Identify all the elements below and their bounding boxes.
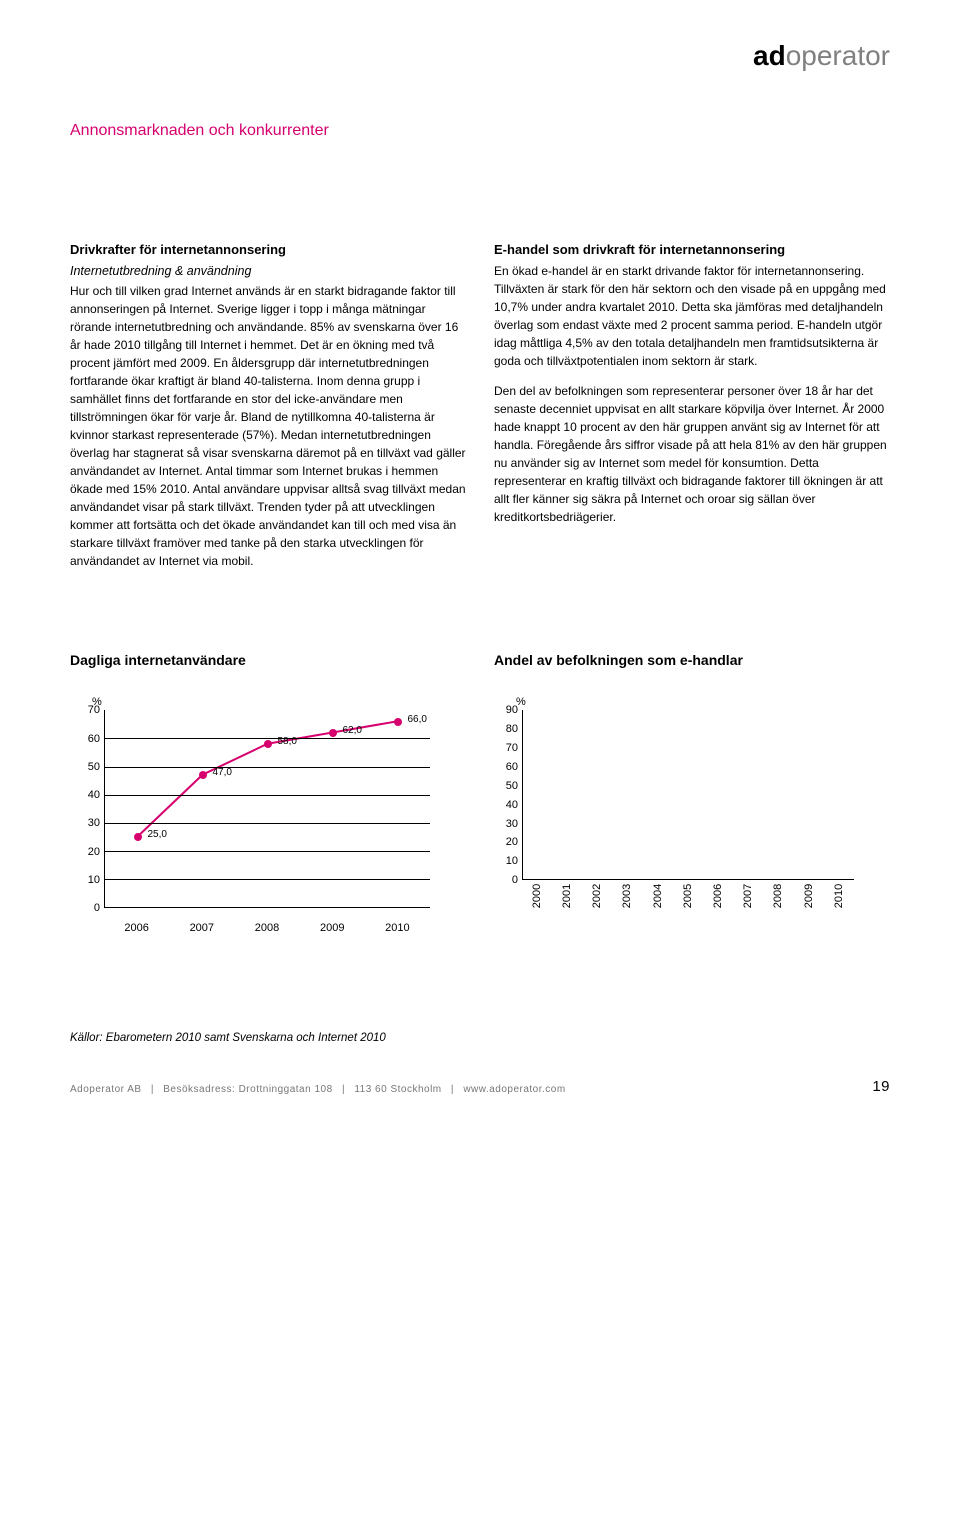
chart2-xtick: 2009 (794, 884, 824, 920)
chart1-xtick: 2010 (365, 912, 430, 940)
chart2-title: Andel av befolkningen som e-handlar (494, 652, 890, 668)
chart2-xtick: 2004 (643, 884, 673, 920)
footer-url: www.adoperator.com (463, 1084, 565, 1095)
chart1-ytick: 30 (70, 817, 100, 829)
chart2-xtick: 2001 (552, 884, 582, 920)
footer-postal: 113 60 Stockholm (354, 1084, 441, 1095)
footer-company: Adoperator AB (70, 1084, 142, 1095)
chart1-ytick: 50 (70, 761, 100, 773)
right-subhead: E-handel som drivkraft för internetannon… (494, 240, 890, 260)
chart1-point-dot (264, 740, 272, 748)
chart2-ytick: 90 (494, 704, 518, 716)
chart2-ytick: 0 (494, 874, 518, 886)
chart2-ytick: 70 (494, 742, 518, 754)
chart2-ytick: 10 (494, 855, 518, 867)
chart1-ytick: 40 (70, 789, 100, 801)
chart2-ytick: 60 (494, 761, 518, 773)
chart2-xtick: 2008 (764, 884, 794, 920)
chart1-linechart: 010203040506070 25,047,058,062,066,0 200… (70, 710, 430, 940)
chart2-ytick: 50 (494, 780, 518, 792)
chart2-y-unit: % (516, 696, 890, 708)
chart1-ytick: 20 (70, 846, 100, 858)
chart1-gridline (105, 767, 430, 768)
page-number: 19 (872, 1078, 890, 1095)
left-subhead: Drivkrafter för internetannonsering (70, 240, 466, 260)
chart2-barchart: 0102030405060708090 20002001200220032004… (494, 710, 854, 920)
chart2-xtick: 2007 (733, 884, 763, 920)
footer-left: Adoperator AB | Besöksadress: Drottningg… (70, 1084, 566, 1095)
chart2-block: Andel av befolkningen som e-handlar % 0 1… (494, 652, 890, 940)
logo-light: operator (786, 40, 890, 71)
chart2-ytick: 30 (494, 818, 518, 830)
chart2-xtick: 2002 (582, 884, 612, 920)
chart2-ytick: 40 (494, 799, 518, 811)
chart1-point-label: 25,0 (148, 829, 167, 840)
left-column: Drivkrafter för internetannonsering Inte… (70, 240, 466, 582)
chart1-xtick: 2009 (300, 912, 365, 940)
right-column: E-handel som drivkraft för internetannon… (494, 240, 890, 582)
chart2-xtick: 2000 (522, 884, 552, 920)
source-note: Källor: Ebarometern 2010 samt Svenskarna… (70, 1030, 890, 1047)
right-p1: En ökad e-handel är en starkt drivande f… (494, 262, 890, 370)
chart1-point-dot (134, 833, 142, 841)
chart1-gridline (105, 851, 430, 852)
right-p2: Den del av befolkningen som representera… (494, 382, 890, 526)
chart1-y-unit: % (92, 696, 466, 708)
chart1-ytick: 0 (70, 902, 100, 914)
chart1-gridline (105, 795, 430, 796)
chart1-point-dot (394, 718, 402, 726)
chart1-point: 47,0 (199, 771, 207, 779)
chart1-ytick: 10 (70, 874, 100, 886)
chart1-xtick: 2006 (104, 912, 169, 940)
footer-sep2: | (342, 1084, 345, 1095)
chart1-point-label: 58,0 (278, 736, 297, 747)
left-body: Hur och till vilken grad Internet använd… (70, 282, 466, 570)
chart2-xtick: 2010 (824, 884, 854, 920)
chart1-point: 25,0 (134, 833, 142, 841)
chart2-ytick: 20 (494, 836, 518, 848)
chart1-point-label: 62,0 (343, 725, 362, 736)
footer-sep1: | (151, 1084, 154, 1095)
body-columns: Drivkrafter för internetannonsering Inte… (70, 240, 890, 582)
left-subsubhead: Internetutbredning & användning (70, 262, 466, 281)
chart1-point-label: 66,0 (408, 714, 427, 725)
chart2-xtick: 2005 (673, 884, 703, 920)
brand-logo: adoperator (70, 40, 890, 72)
chart1-point-label: 47,0 (213, 767, 232, 778)
chart2-xtick: 2003 (613, 884, 643, 920)
footer-sep3: | (451, 1084, 454, 1095)
logo-bold: ad (753, 40, 786, 71)
chart1-ytick: 60 (70, 733, 100, 745)
chart1-point-dot (329, 729, 337, 737)
footer-address: Besöksadress: Drottninggatan 108 (163, 1084, 332, 1095)
chart1-gridline (105, 879, 430, 880)
chart1-block: Dagliga internetanvändare % 0 10 20 30 40 50 6… (70, 652, 466, 940)
chart1-ytick: 70 (70, 704, 100, 716)
page-footer: Adoperator AB | Besöksadress: Drottningg… (70, 1078, 890, 1095)
chart1-point-dot (199, 771, 207, 779)
chart1-point: 66,0 (394, 718, 402, 726)
chart1-xtick: 2008 (234, 912, 299, 940)
chart1-xtick: 2007 (169, 912, 234, 940)
chart2-ytick: 80 (494, 723, 518, 735)
chart1-gridline (105, 823, 430, 824)
chart1-point: 58,0 (264, 740, 272, 748)
chart1-point: 62,0 (329, 729, 337, 737)
charts-row: Dagliga internetanvändare % 0 10 20 30 40 50 6… (70, 652, 890, 940)
chart1-title: Dagliga internetanvändare (70, 652, 466, 668)
section-title: Annonsmarknaden och konkurrenter (70, 122, 890, 140)
chart2-xtick: 2006 (703, 884, 733, 920)
